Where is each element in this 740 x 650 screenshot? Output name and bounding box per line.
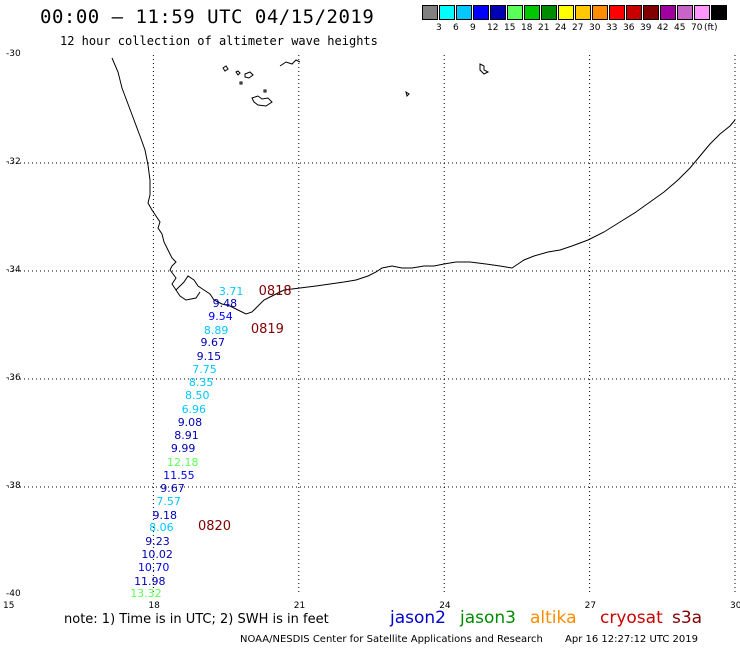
- wave-height-value: 8.06: [149, 521, 174, 535]
- latitude-label: -30: [6, 49, 21, 59]
- wave-height-value: 8.35: [188, 376, 214, 390]
- colorbar-swatch: [609, 5, 625, 20]
- cape-peninsula: [175, 289, 201, 301]
- colorbar-swatch: [541, 5, 557, 20]
- longitude-label: 24: [439, 601, 451, 611]
- colorbar-tick-label: 39: [640, 23, 652, 33]
- colorbar-swatch: [524, 5, 540, 20]
- pass-time-label: 0818: [258, 283, 292, 299]
- wave-height-value: 8.91: [174, 429, 199, 443]
- map-title: 00:00 — 11:59 UTC 04/15/2019: [40, 6, 375, 28]
- colorbar-tick-label: 15: [504, 23, 516, 33]
- satellite-legend-s3a: s3a: [672, 608, 703, 628]
- colorbar-swatch: [643, 5, 659, 20]
- wave-height-value: 7.57: [156, 495, 181, 509]
- colorbar-swatch: [575, 5, 591, 20]
- colorbar-tick-label: 27: [572, 23, 584, 33]
- latitude-label: -40: [6, 589, 21, 599]
- colorbar-tick-label: 21: [538, 23, 550, 33]
- wave-height-value: 9.67: [200, 336, 225, 350]
- colorbar-swatch: [507, 5, 523, 20]
- colorbar-tick-label: 33: [606, 23, 618, 33]
- wave-height-value: 9.48: [212, 297, 238, 311]
- colorbar-tick-label: 36: [623, 23, 635, 33]
- colorbar-tick-label: 3: [436, 23, 442, 33]
- satellite-legend-jason3: jason3: [460, 608, 516, 628]
- colorbar-swatch: [677, 5, 693, 20]
- wave-height-value: 9.15: [196, 349, 222, 363]
- longitude-label: 18: [148, 601, 160, 611]
- colorbar-swatch: [473, 5, 489, 20]
- wave-height-value: 3.71: [218, 285, 244, 299]
- longitude-label: 27: [584, 601, 597, 611]
- wave-height-value: 6.96: [181, 402, 207, 416]
- longitude-label: 21: [293, 601, 306, 611]
- colorbar-swatch: [660, 5, 676, 20]
- colorbar-tick-label: 30: [589, 23, 601, 33]
- colorbar-unit: (ft): [704, 23, 718, 33]
- colorbar-swatch: [490, 5, 506, 20]
- wave-height-value: 9.54: [208, 310, 233, 324]
- longitude-label: 15: [3, 601, 15, 611]
- wave-height-value: 13.32: [130, 587, 162, 601]
- satellite-legend-altika: altika: [530, 608, 577, 628]
- wave-height-value: 9.23: [145, 534, 170, 548]
- satellite-legend-cryosat: cryosat: [600, 608, 663, 628]
- colorbar-swatch: [626, 5, 642, 20]
- colorbar-tick-label: 9: [470, 23, 476, 33]
- coastline: [111, 57, 736, 315]
- wave-height-value: 9.67: [160, 482, 185, 496]
- colorbar-tick-label: 70: [691, 23, 703, 33]
- wave-height-value: 11.98: [134, 574, 166, 588]
- credit-line: NOAA/NESDIS Center for Satellite Applica…: [240, 634, 543, 645]
- map-subtitle: 12 hour collection of altimeter wave hei…: [60, 34, 378, 48]
- graticule-grid: [8, 55, 736, 595]
- satellite-legend-jason2: jason2: [390, 608, 446, 628]
- colorbar-swatch: [422, 5, 438, 20]
- wave-height-value: 7.75: [192, 363, 217, 377]
- latitude-label: -38: [6, 481, 21, 491]
- footer-note: note: 1) Time is in UTC; 2) SWH is in fe…: [64, 612, 329, 627]
- pass-time-label: 0820: [197, 518, 232, 534]
- colorbar-tick-label: 12: [487, 23, 499, 33]
- wave-height-value: 9.18: [152, 508, 177, 522]
- wave-height-value: 8.50: [184, 389, 210, 403]
- colorbar-swatch: [558, 5, 574, 20]
- colorbar-swatch: [694, 5, 710, 20]
- wave-height-value: 9.08: [177, 416, 203, 430]
- wave-height-value: 9.99: [170, 442, 196, 456]
- colorbar-tick-label: 24: [555, 23, 567, 33]
- wave-height-value: 12.18: [167, 455, 199, 469]
- colorbar-tick-label: 45: [674, 23, 686, 33]
- colorbar-swatch: [439, 5, 455, 20]
- longitude-label: 30: [730, 601, 740, 611]
- pass-time-label: 0819: [250, 321, 284, 337]
- wave-height-value: 10.70: [137, 561, 170, 574]
- wave-height-value: 11.55: [163, 468, 195, 482]
- colorbar-tick-label: 6: [453, 23, 459, 33]
- colorbar-swatch: [592, 5, 608, 20]
- colorbar-tick-label: 42: [657, 23, 669, 33]
- timestamp: Apr 16 12:27:12 UTC 2019: [565, 634, 698, 645]
- colorbar-tick-label: 18: [521, 23, 533, 33]
- latitude-label: -36: [6, 373, 21, 383]
- islands: [222, 59, 490, 107]
- latitude-label: -34: [6, 265, 21, 275]
- latitude-label: -32: [6, 157, 21, 167]
- colorbar-swatch: [711, 5, 727, 20]
- wave-height-value: 8.89: [203, 323, 229, 337]
- wave-height-value: 10.02: [141, 548, 173, 562]
- colorbar-swatch: [456, 5, 472, 20]
